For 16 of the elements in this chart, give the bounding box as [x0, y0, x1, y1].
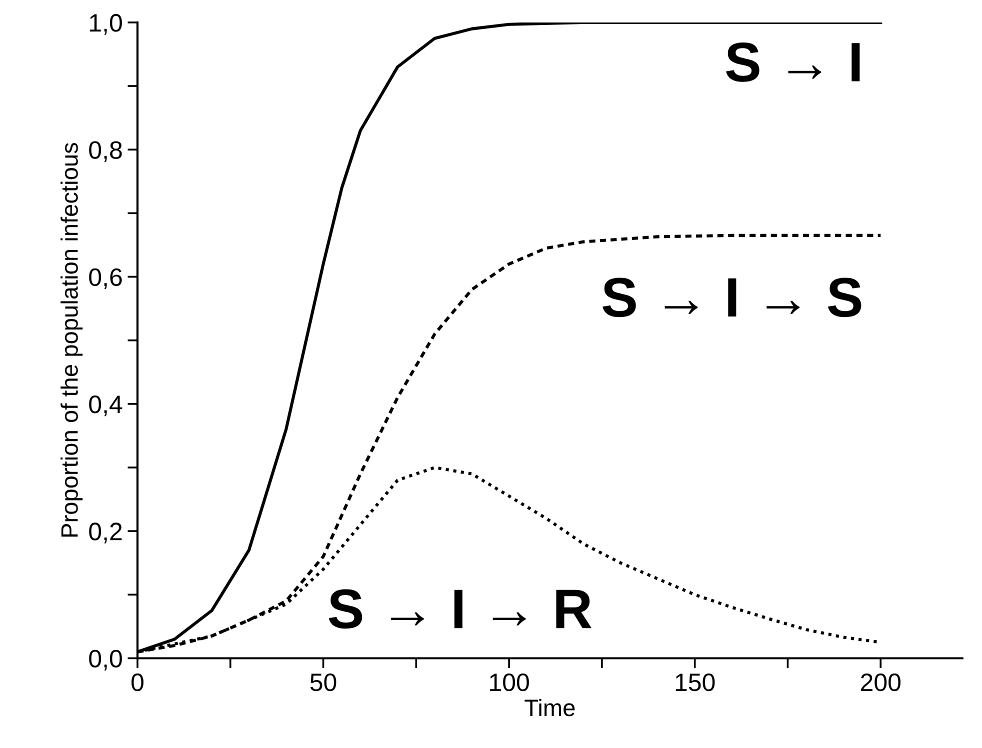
y-tick-label: 0,4 [89, 396, 122, 416]
x-tick-label: 100 [490, 673, 529, 692]
y-axis-title: Proportion of the population infectious [60, 142, 83, 537]
series-label: S → I → S [602, 278, 862, 318]
x-tick-label: 200 [861, 673, 900, 692]
y-tick-label: 0,0 [89, 650, 122, 670]
x-tick-label: 50 [310, 673, 336, 692]
y-tick-label: 0,8 [89, 141, 122, 162]
y-tick-label: 0,2 [89, 522, 122, 544]
x-axis-title: Time [524, 698, 575, 716]
y-tick-label: 0,6 [89, 268, 122, 290]
x-tick-label: 0 [132, 673, 144, 692]
series-label: S → I [726, 42, 860, 82]
y-tick-label: 1,0 [90, 14, 122, 35]
x-tick-label: 150 [676, 673, 715, 692]
series-label: S → I → R [328, 589, 592, 629]
